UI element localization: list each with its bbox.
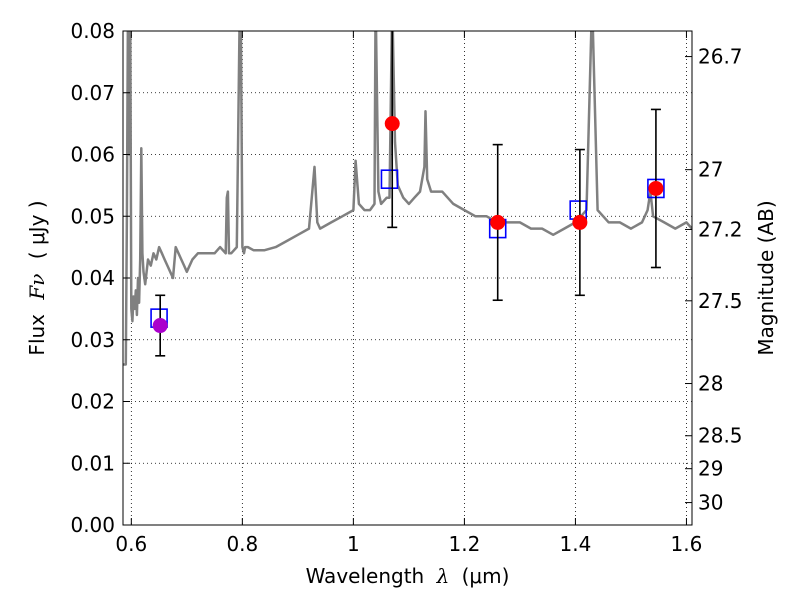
- axis-ticks: [123, 30, 692, 526]
- observed-flux-point: [152, 318, 168, 334]
- observed-flux-point: [572, 214, 588, 230]
- plot-area: [123, 31, 692, 366]
- y2-tick-label: 28.5: [698, 424, 743, 448]
- spectrum-line: [123, 31, 692, 366]
- y-axis-label: Flux Fν ( μJy ): [25, 200, 49, 355]
- x-axis-label: Wavelength λ (μm): [306, 564, 510, 588]
- observed-flux-point: [384, 116, 400, 132]
- y-tick-label: 0.07: [70, 81, 115, 105]
- x-tick-label: 1.2: [448, 532, 480, 556]
- y2-tick-label: 30: [698, 491, 723, 515]
- x-tick-label: 1.4: [560, 532, 592, 556]
- y-tick-label: 0.02: [70, 390, 115, 414]
- y-tick-label: 0.08: [70, 19, 115, 43]
- y-tick-label: 0.04: [70, 266, 115, 290]
- y-tick-label: 0.03: [70, 328, 115, 352]
- x-tick-label: 0.6: [115, 532, 147, 556]
- y2-tick-label: 27.5: [698, 289, 743, 313]
- observed-flux-point: [648, 180, 664, 196]
- y2-tick-label: 27: [698, 158, 723, 182]
- x-tick-label: 1: [347, 532, 360, 556]
- x-tick-label: 0.8: [226, 532, 258, 556]
- y2-tick-label: 28: [698, 372, 723, 396]
- y2-tick-label: 26.7: [698, 45, 743, 69]
- y-tick-label: 0.06: [70, 143, 115, 167]
- y2-axis-label: Magnitude (AB): [754, 200, 778, 355]
- y-tick-label: 0.01: [70, 451, 115, 475]
- y-tick-label: 0.05: [70, 204, 115, 228]
- grid: [123, 31, 692, 525]
- model-flux-square: [380, 169, 399, 189]
- y-tick-label: 0.00: [70, 513, 115, 537]
- y2-tick-label: 29: [698, 457, 723, 481]
- y2-tick-label: 27.2: [698, 217, 743, 241]
- x-tick-label: 1.6: [671, 532, 703, 556]
- observed-flux-point: [490, 214, 506, 230]
